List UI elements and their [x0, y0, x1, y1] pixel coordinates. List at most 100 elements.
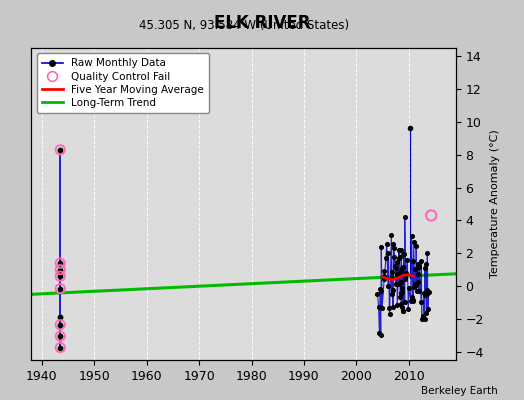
Point — [424, 289, 433, 295]
Point — [389, 245, 398, 252]
Point — [413, 264, 422, 270]
Point — [406, 125, 414, 132]
Point — [388, 269, 396, 276]
Point — [56, 314, 64, 320]
Point — [56, 333, 64, 339]
Point — [56, 270, 64, 276]
Point — [421, 292, 429, 298]
Point — [389, 304, 397, 310]
Point — [410, 239, 418, 245]
Point — [415, 264, 423, 270]
Point — [411, 281, 419, 288]
Point — [56, 333, 64, 339]
Point — [412, 282, 420, 288]
Point — [382, 254, 390, 261]
Point — [400, 274, 409, 280]
Point — [389, 286, 398, 293]
Point — [397, 301, 406, 307]
Point — [383, 241, 391, 248]
Point — [413, 271, 422, 278]
Point — [376, 286, 384, 292]
Point — [408, 298, 417, 304]
Point — [396, 293, 405, 300]
Legend: Raw Monthly Data, Quality Control Fail, Five Year Moving Average, Long-Term Tren: Raw Monthly Data, Quality Control Fail, … — [37, 53, 209, 113]
Point — [401, 272, 410, 278]
Point — [414, 279, 422, 286]
Point — [56, 322, 64, 328]
Point — [423, 250, 432, 257]
Point — [398, 288, 406, 295]
Point — [421, 265, 429, 272]
Point — [420, 290, 428, 296]
Title: 45.305 N, 93.584 W (United States): 45.305 N, 93.584 W (United States) — [138, 18, 349, 32]
Point — [402, 270, 410, 276]
Point — [410, 284, 419, 290]
Point — [395, 270, 403, 276]
Point — [397, 268, 405, 274]
Point — [391, 263, 399, 270]
Point — [411, 266, 419, 272]
Point — [56, 344, 64, 351]
Point — [400, 214, 409, 220]
Point — [399, 308, 407, 314]
Point — [395, 255, 403, 262]
Point — [380, 276, 388, 283]
Point — [374, 304, 383, 310]
Point — [377, 331, 385, 338]
Point — [398, 285, 406, 292]
Point — [392, 271, 401, 277]
Point — [391, 280, 400, 287]
Point — [423, 287, 431, 294]
Point — [380, 268, 388, 274]
Text: Berkeley Earth: Berkeley Earth — [421, 386, 498, 396]
Point — [56, 147, 64, 153]
Point — [393, 302, 401, 308]
Point — [419, 313, 428, 320]
Point — [380, 273, 389, 280]
Point — [397, 304, 406, 310]
Point — [56, 344, 64, 351]
Point — [377, 288, 385, 294]
Point — [378, 305, 386, 312]
Point — [375, 330, 384, 336]
Point — [408, 294, 417, 301]
Point — [406, 298, 414, 304]
Point — [397, 247, 406, 253]
Point — [397, 289, 405, 296]
Point — [422, 310, 431, 316]
Point — [417, 258, 425, 264]
Point — [423, 306, 432, 312]
Point — [56, 266, 64, 273]
Point — [392, 259, 401, 265]
Point — [421, 316, 429, 322]
Point — [399, 264, 407, 270]
Point — [395, 281, 403, 287]
Point — [400, 276, 409, 282]
Point — [427, 212, 435, 219]
Point — [409, 296, 417, 303]
Point — [385, 304, 394, 311]
Point — [399, 251, 408, 257]
Point — [389, 241, 398, 247]
Point — [377, 243, 386, 250]
Point — [408, 232, 416, 239]
Point — [392, 265, 401, 272]
Point — [56, 260, 64, 266]
Point — [56, 273, 64, 280]
Point — [415, 288, 423, 294]
Point — [400, 298, 409, 305]
Y-axis label: Temperature Anomaly (°C): Temperature Anomaly (°C) — [489, 130, 499, 278]
Text: ELK RIVER: ELK RIVER — [214, 14, 310, 32]
Point — [56, 147, 64, 153]
Point — [386, 311, 394, 318]
Point — [404, 305, 412, 312]
Point — [417, 299, 425, 305]
Point — [384, 250, 392, 256]
Point — [388, 275, 397, 281]
Point — [390, 254, 398, 260]
Point — [395, 247, 403, 253]
Point — [373, 290, 381, 297]
Point — [415, 263, 423, 270]
Point — [398, 265, 407, 272]
Point — [418, 316, 426, 322]
